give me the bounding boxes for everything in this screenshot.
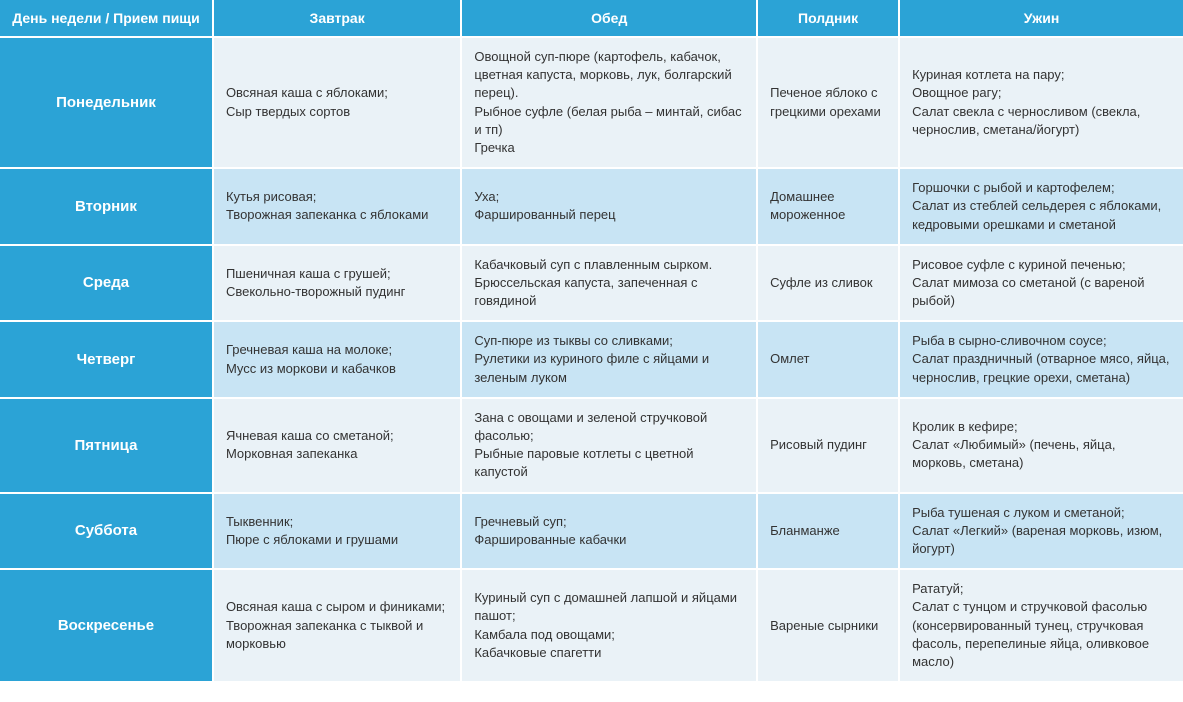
day-label: Вторник bbox=[0, 168, 213, 245]
meal-plan-body: ПонедельникОвсяная каша с яблоками; Сыр … bbox=[0, 37, 1183, 681]
dinner-cell: Рыба тушеная с луком и сметаной; Салат «… bbox=[899, 493, 1183, 570]
dinner-cell: Кролик в кефире; Салат «Любимый» (печень… bbox=[899, 398, 1183, 493]
breakfast-cell: Кутья рисовая; Творожная запеканка с ябл… bbox=[213, 168, 461, 245]
header-snack: Полдник bbox=[757, 0, 899, 37]
header-lunch: Обед bbox=[461, 0, 757, 37]
meal-plan-table: День недели / Прием пищи Завтрак Обед По… bbox=[0, 0, 1183, 681]
dinner-cell: Рыба в сырно-сливочном соусе; Салат праз… bbox=[899, 321, 1183, 398]
lunch-cell: Куриный суп с домашней лапшой и яйцами п… bbox=[461, 569, 757, 681]
header-day: День недели / Прием пищи bbox=[0, 0, 213, 37]
breakfast-cell: Овсяная каша с яблоками; Сыр твердых сор… bbox=[213, 37, 461, 168]
snack-cell: Омлет bbox=[757, 321, 899, 398]
day-label: Понедельник bbox=[0, 37, 213, 168]
day-label: Воскресенье bbox=[0, 569, 213, 681]
lunch-cell: Уха; Фаршированный перец bbox=[461, 168, 757, 245]
lunch-cell: Зана с овощами и зеленой стручковой фасо… bbox=[461, 398, 757, 493]
day-label: Суббота bbox=[0, 493, 213, 570]
snack-cell: Печеное яблоко с грецкими орехами bbox=[757, 37, 899, 168]
breakfast-cell: Гречневая каша на молоке; Мусс из морков… bbox=[213, 321, 461, 398]
snack-cell: Суфле из сливок bbox=[757, 245, 899, 322]
header-breakfast: Завтрак bbox=[213, 0, 461, 37]
lunch-cell: Овощной суп-пюре (картофель, кабачок, цв… bbox=[461, 37, 757, 168]
breakfast-cell: Овсяная каша с сыром и финиками; Творожн… bbox=[213, 569, 461, 681]
day-label: Четверг bbox=[0, 321, 213, 398]
dinner-cell: Рисовое суфле с куриной печенью; Салат м… bbox=[899, 245, 1183, 322]
table-row: ЧетвергГречневая каша на молоке; Мусс из… bbox=[0, 321, 1183, 398]
breakfast-cell: Ячневая каша со сметаной; Морковная запе… bbox=[213, 398, 461, 493]
lunch-cell: Гречневый суп; Фаршированные кабачки bbox=[461, 493, 757, 570]
dinner-cell: Куриная котлета на пару; Овощное рагу; С… bbox=[899, 37, 1183, 168]
table-row: ПятницаЯчневая каша со сметаной; Морковн… bbox=[0, 398, 1183, 493]
lunch-cell: Суп-пюре из тыквы со сливками; Рулетики … bbox=[461, 321, 757, 398]
table-row: ВоскресеньеОвсяная каша с сыром и финика… bbox=[0, 569, 1183, 681]
lunch-cell: Кабачковый суп с плавленным сырком. Брюс… bbox=[461, 245, 757, 322]
table-row: СубботаТыквенник; Пюре с яблоками и груш… bbox=[0, 493, 1183, 570]
table-row: СредаПшеничная каша с грушей; Свекольно-… bbox=[0, 245, 1183, 322]
table-row: ВторникКутья рисовая; Творожная запеканк… bbox=[0, 168, 1183, 245]
header-row: День недели / Прием пищи Завтрак Обед По… bbox=[0, 0, 1183, 37]
header-dinner: Ужин bbox=[899, 0, 1183, 37]
snack-cell: Рисовый пудинг bbox=[757, 398, 899, 493]
table-row: ПонедельникОвсяная каша с яблоками; Сыр … bbox=[0, 37, 1183, 168]
day-label: Среда bbox=[0, 245, 213, 322]
snack-cell: Вареные сырники bbox=[757, 569, 899, 681]
breakfast-cell: Пшеничная каша с грушей; Свекольно-творо… bbox=[213, 245, 461, 322]
day-label: Пятница bbox=[0, 398, 213, 493]
snack-cell: Бланманже bbox=[757, 493, 899, 570]
breakfast-cell: Тыквенник; Пюре с яблоками и грушами bbox=[213, 493, 461, 570]
dinner-cell: Горшочки с рыбой и картофелем; Салат из … bbox=[899, 168, 1183, 245]
dinner-cell: Рататуй; Салат с тунцом и стручковой фас… bbox=[899, 569, 1183, 681]
snack-cell: Домашнее мороженное bbox=[757, 168, 899, 245]
